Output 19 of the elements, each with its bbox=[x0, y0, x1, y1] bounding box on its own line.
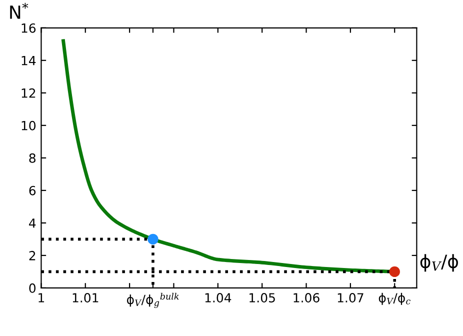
y-tick-label: 12 bbox=[22, 88, 36, 98]
y-tick-label: 4 bbox=[29, 218, 36, 228]
x-tick-label: ϕ$_{V}$/ϕ$_{c}$ bbox=[378, 292, 410, 305]
x-tick-label: 1.04 bbox=[205, 293, 232, 302]
y-axis-title: N$^{*}$ bbox=[10, 2, 28, 19]
y-tick-label: 0 bbox=[29, 283, 36, 293]
y-tick-label: 14 bbox=[22, 56, 36, 66]
x-axis-title: ϕ$_{V}$/ϕ bbox=[420, 254, 458, 272]
x-tick-label: 1.01 bbox=[72, 293, 98, 302]
x-tick-label: ϕ$_{V}$/ϕ$_{g}$$^{bulk}$ bbox=[126, 292, 179, 308]
y-tick-label: 6 bbox=[29, 186, 36, 196]
y-tick-label: 2 bbox=[29, 250, 36, 260]
y-tick-label: 8 bbox=[29, 153, 36, 163]
x-tick-label: 1.06 bbox=[294, 293, 320, 302]
x-tick-label: 1.07 bbox=[338, 293, 364, 302]
x-tick-label: 1.05 bbox=[250, 293, 275, 302]
y-tick-label: 16 bbox=[22, 23, 36, 33]
y-tick-label: 10 bbox=[22, 120, 36, 130]
x-tick-label: 1 bbox=[38, 293, 44, 302]
